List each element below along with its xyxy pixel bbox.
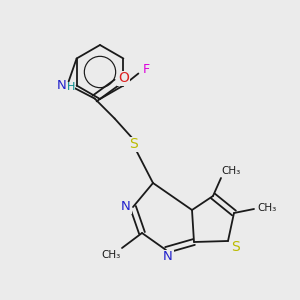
Text: H: H [66, 82, 75, 92]
Text: CH₃: CH₃ [221, 166, 241, 176]
Text: CH₃: CH₃ [257, 203, 277, 213]
Text: N: N [121, 200, 131, 214]
Text: O: O [118, 71, 129, 85]
Text: N: N [57, 79, 67, 92]
Text: F: F [143, 63, 150, 76]
Text: S: S [232, 240, 240, 254]
Text: N: N [163, 250, 173, 263]
Text: CH₃: CH₃ [101, 250, 121, 260]
Text: S: S [129, 137, 138, 152]
